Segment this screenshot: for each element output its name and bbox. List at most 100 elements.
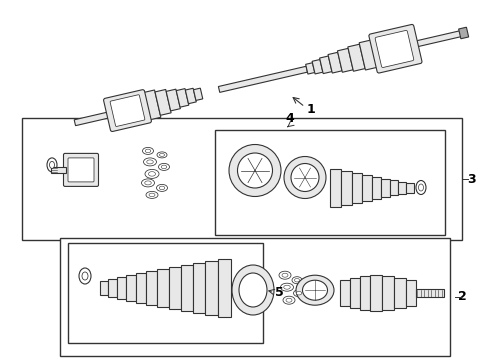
Ellipse shape xyxy=(159,186,165,190)
Ellipse shape xyxy=(142,179,154,187)
Bar xyxy=(215,130,445,235)
Bar xyxy=(166,89,180,111)
Bar xyxy=(51,167,66,173)
Bar xyxy=(68,243,263,343)
Ellipse shape xyxy=(229,144,281,197)
Bar xyxy=(359,40,378,70)
Bar xyxy=(312,59,323,74)
Ellipse shape xyxy=(145,181,151,185)
Bar xyxy=(100,281,108,295)
FancyBboxPatch shape xyxy=(369,24,422,73)
Bar xyxy=(328,52,342,73)
Ellipse shape xyxy=(279,271,291,279)
Ellipse shape xyxy=(283,296,295,304)
Bar xyxy=(340,280,350,306)
Bar xyxy=(117,277,126,299)
Bar xyxy=(22,118,462,240)
Ellipse shape xyxy=(49,161,54,168)
Bar xyxy=(155,89,171,115)
Ellipse shape xyxy=(148,172,155,176)
Ellipse shape xyxy=(47,158,57,172)
Bar xyxy=(370,275,382,311)
Bar xyxy=(406,183,414,193)
Ellipse shape xyxy=(418,184,423,191)
Bar xyxy=(126,275,136,301)
Bar xyxy=(60,238,450,356)
Ellipse shape xyxy=(146,192,158,198)
Bar xyxy=(381,179,390,197)
Ellipse shape xyxy=(291,163,319,192)
Ellipse shape xyxy=(294,290,304,297)
Ellipse shape xyxy=(294,278,299,282)
Bar xyxy=(193,263,205,313)
FancyBboxPatch shape xyxy=(68,158,94,182)
Ellipse shape xyxy=(160,153,165,156)
Ellipse shape xyxy=(284,157,326,198)
Bar xyxy=(362,175,372,201)
Ellipse shape xyxy=(282,273,288,277)
Bar xyxy=(146,271,157,305)
Ellipse shape xyxy=(143,147,153,154)
FancyBboxPatch shape xyxy=(64,153,98,186)
Bar xyxy=(338,48,353,72)
Bar xyxy=(176,89,189,107)
Bar xyxy=(319,56,332,74)
Text: 3: 3 xyxy=(467,172,476,185)
Bar xyxy=(382,276,394,310)
Bar xyxy=(398,181,406,194)
Text: 1: 1 xyxy=(307,103,316,116)
Ellipse shape xyxy=(232,265,274,315)
Bar xyxy=(306,63,315,74)
Bar xyxy=(74,112,111,126)
Ellipse shape xyxy=(416,180,426,194)
Ellipse shape xyxy=(147,160,153,164)
Ellipse shape xyxy=(145,170,159,179)
FancyBboxPatch shape xyxy=(103,90,151,131)
Bar xyxy=(219,66,307,93)
Bar xyxy=(360,276,370,310)
Bar xyxy=(390,180,398,195)
Bar xyxy=(348,44,365,71)
Ellipse shape xyxy=(296,292,302,295)
Text: 4: 4 xyxy=(286,112,294,125)
Ellipse shape xyxy=(156,184,168,192)
Ellipse shape xyxy=(144,158,156,166)
Bar xyxy=(205,261,218,315)
Ellipse shape xyxy=(292,277,302,284)
Bar xyxy=(157,269,169,307)
Ellipse shape xyxy=(158,163,170,170)
Bar xyxy=(352,172,362,202)
Bar xyxy=(108,279,117,297)
FancyBboxPatch shape xyxy=(110,95,145,126)
Ellipse shape xyxy=(280,283,294,291)
Bar xyxy=(341,171,352,204)
Ellipse shape xyxy=(296,275,334,305)
Bar xyxy=(416,289,444,297)
Bar xyxy=(372,176,381,198)
Bar xyxy=(143,90,161,120)
Text: 2: 2 xyxy=(458,291,466,303)
Bar xyxy=(394,278,406,308)
Bar xyxy=(330,168,341,207)
Bar xyxy=(415,30,465,47)
Bar xyxy=(406,280,416,306)
FancyBboxPatch shape xyxy=(375,30,414,67)
Bar xyxy=(218,259,231,317)
Ellipse shape xyxy=(238,153,272,188)
Ellipse shape xyxy=(239,273,267,307)
Bar xyxy=(136,273,146,303)
Ellipse shape xyxy=(284,285,290,289)
Bar xyxy=(459,27,468,39)
Text: 5: 5 xyxy=(275,287,284,300)
Ellipse shape xyxy=(149,193,155,197)
Ellipse shape xyxy=(82,272,88,280)
Bar xyxy=(194,88,203,100)
Bar xyxy=(185,88,196,104)
Ellipse shape xyxy=(302,280,327,300)
Ellipse shape xyxy=(157,152,167,158)
Bar xyxy=(169,267,181,309)
Ellipse shape xyxy=(145,149,151,153)
Bar xyxy=(181,265,193,311)
Ellipse shape xyxy=(79,268,91,284)
Ellipse shape xyxy=(161,165,167,168)
